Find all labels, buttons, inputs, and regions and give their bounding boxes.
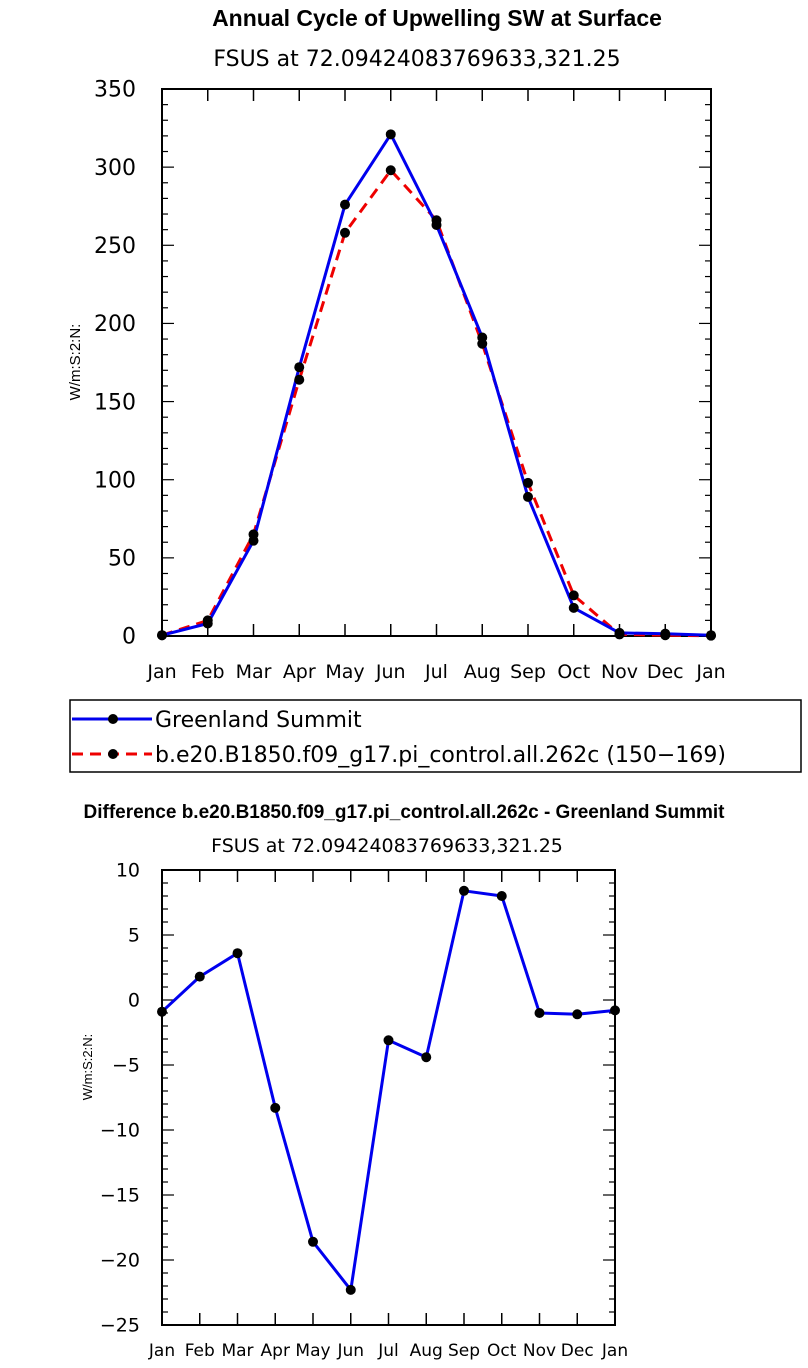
- y-tick-label: 300: [94, 156, 136, 181]
- data-point-0: [270, 1102, 281, 1113]
- x-tick-label: Apr: [261, 1341, 290, 1361]
- top-plot-frame: [161, 88, 712, 637]
- y-tick-label: −25: [100, 1315, 140, 1337]
- data-point-0: [294, 362, 305, 373]
- series-line-0: [161, 132, 712, 637]
- data-point-0: [232, 948, 243, 959]
- data-point-0: [157, 1006, 167, 1017]
- data-point-0: [572, 1009, 583, 1020]
- top-chart-ylabel: W/m:S:2:N:: [67, 324, 84, 401]
- data-point-1: [614, 629, 625, 640]
- data-point-0: [523, 491, 533, 502]
- data-point-0: [340, 199, 350, 210]
- x-tick-label: Sep: [510, 661, 546, 683]
- x-tick-label: Nov: [523, 1341, 556, 1361]
- legend-marker-model: [108, 749, 118, 759]
- x-tick-label: Aug: [464, 661, 501, 683]
- x-tick-label: Mar: [221, 1341, 253, 1361]
- difference-chart: Difference b.e20.B1850.f09_g17.pi_contro…: [80, 802, 725, 1361]
- x-tick-label: Mar: [236, 661, 272, 683]
- y-tick-label: 250: [94, 234, 136, 259]
- x-tick-label: Aug: [410, 1341, 443, 1361]
- bottom-chart-subtitle: FSUS at 72.09424083769633,321.25: [211, 835, 563, 857]
- bottom-chart-ylabel: W/m:S:2:N:: [80, 1034, 95, 1100]
- data-point-1: [431, 215, 442, 226]
- x-tick-label: Feb: [185, 1341, 215, 1361]
- y-tick-label: 10: [116, 860, 140, 882]
- annual-cycle-chart: Annual Cycle of Upwelling SW at Surface …: [67, 5, 802, 773]
- x-tick-label: Jan: [601, 1341, 628, 1361]
- series-line-0: [160, 889, 616, 1292]
- x-tick-label: Oct: [487, 1341, 517, 1361]
- x-tick-label: May: [325, 661, 364, 683]
- y-tick-label: −15: [100, 1185, 140, 1207]
- x-tick-label: Feb: [191, 661, 225, 683]
- data-point-0: [345, 1284, 356, 1295]
- series-line-1: [161, 168, 712, 638]
- data-point-0: [568, 602, 579, 613]
- bottom-plot-frame: [161, 869, 616, 1326]
- data-point-0: [534, 1008, 545, 1018]
- x-tick-label: Dec: [647, 661, 684, 683]
- y-tick-label: 100: [94, 468, 136, 493]
- x-tick-label: Nov: [601, 661, 638, 683]
- y-tick-label: 0: [128, 990, 140, 1012]
- data-point-0: [194, 971, 205, 982]
- x-tick-label: Jun: [336, 1341, 364, 1361]
- legend-label-model: b.e20.B1850.f09_g17.pi_control.all.262c …: [155, 743, 726, 768]
- data-point-1: [340, 227, 350, 238]
- y-tick-label: 350: [94, 78, 136, 103]
- data-point-0: [308, 1236, 318, 1247]
- x-tick-label: Jan: [146, 661, 176, 683]
- x-tick-label: Oct: [557, 661, 590, 683]
- data-point-0: [421, 1052, 432, 1063]
- data-point-1: [523, 477, 533, 488]
- legend-label-greenland: Greenland Summit: [155, 708, 362, 733]
- x-tick-label: Sep: [448, 1341, 480, 1361]
- data-point-1: [294, 374, 305, 385]
- data-point-0: [610, 1005, 620, 1016]
- data-point-0: [496, 891, 507, 901]
- y-tick-label: 0: [122, 625, 136, 650]
- legend-box: [69, 699, 802, 773]
- y-tick-label: 150: [94, 390, 136, 415]
- x-tick-label: Jun: [375, 661, 406, 683]
- top-chart-subtitle: FSUS at 72.09424083769633,321.25: [213, 47, 620, 72]
- x-tick-label: Jan: [695, 661, 725, 683]
- data-point-0: [385, 129, 396, 140]
- data-point-0: [383, 1035, 394, 1046]
- data-point-1: [385, 165, 396, 176]
- data-point-0: [459, 885, 469, 896]
- x-tick-label: Apr: [283, 661, 316, 683]
- y-tick-label: −20: [100, 1250, 140, 1272]
- y-tick-label: 200: [94, 312, 136, 337]
- x-tick-label: Jan: [148, 1341, 175, 1361]
- x-tick-label: Dec: [561, 1341, 594, 1361]
- x-tick-label: Jul: [377, 1341, 399, 1361]
- data-point-1: [157, 630, 167, 641]
- y-tick-label: −10: [100, 1120, 140, 1142]
- data-point-1: [202, 615, 213, 626]
- x-tick-label: Jul: [424, 661, 448, 683]
- y-tick-label: 5: [128, 925, 140, 947]
- data-point-1: [706, 630, 716, 641]
- bottom-chart-title: Difference b.e20.B1850.f09_g17.pi_contro…: [84, 802, 726, 823]
- data-point-1: [660, 630, 671, 641]
- y-tick-label: 50: [108, 547, 136, 572]
- legend: Greenland Summit b.e20.B1850.f09_g17.pi_…: [69, 699, 802, 773]
- data-point-1: [568, 590, 579, 601]
- data-point-1: [248, 529, 259, 540]
- data-point-1: [477, 338, 488, 349]
- legend-marker-greenland: [108, 714, 118, 724]
- top-chart-title: Annual Cycle of Upwelling SW at Surface: [212, 5, 662, 31]
- x-tick-label: May: [295, 1341, 330, 1361]
- y-tick-label: −5: [112, 1055, 140, 1077]
